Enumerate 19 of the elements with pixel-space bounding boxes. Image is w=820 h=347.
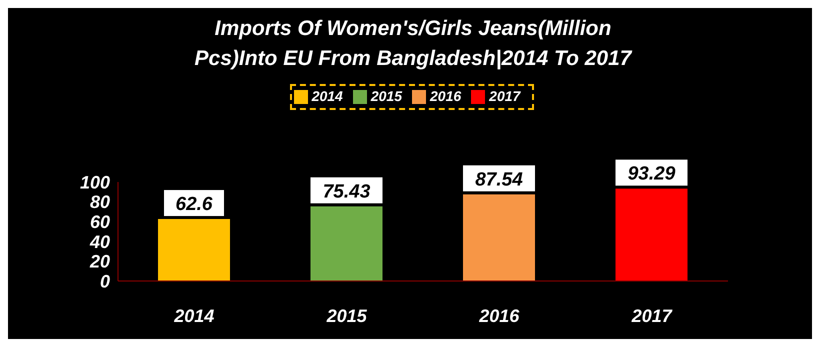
legend-label: 2014 — [312, 88, 343, 104]
chart-title: Imports Of Women's/Girls Jeans(Million Pcs)Into EU From Bangladesh|2014 To 2017 — [194, 16, 634, 72]
data-label: 62.6 — [176, 194, 213, 216]
legend-label: 2016 — [430, 88, 462, 104]
x-tick-label: 2014 — [173, 306, 214, 326]
x-tick-label: 2017 — [630, 306, 673, 326]
x-tick-label: 2015 — [326, 306, 368, 326]
y-tick-label: 20 — [88, 252, 110, 272]
x-tick-label: 2016 — [478, 306, 520, 326]
y-tick-label: 40 — [88, 232, 110, 252]
y-tick-label: 80 — [90, 192, 110, 212]
legend-label: 2017 — [489, 88, 520, 104]
data-label: 93.29 — [628, 164, 676, 185]
y-tick-label: 60 — [90, 212, 110, 232]
data-label: 75.43 — [322, 181, 371, 202]
y-tick-label: 0 — [100, 271, 110, 292]
data-label: 87.54 — [475, 169, 524, 190]
legend-label: 2015 — [370, 88, 402, 104]
y-tick-label: 100 — [80, 172, 110, 192]
